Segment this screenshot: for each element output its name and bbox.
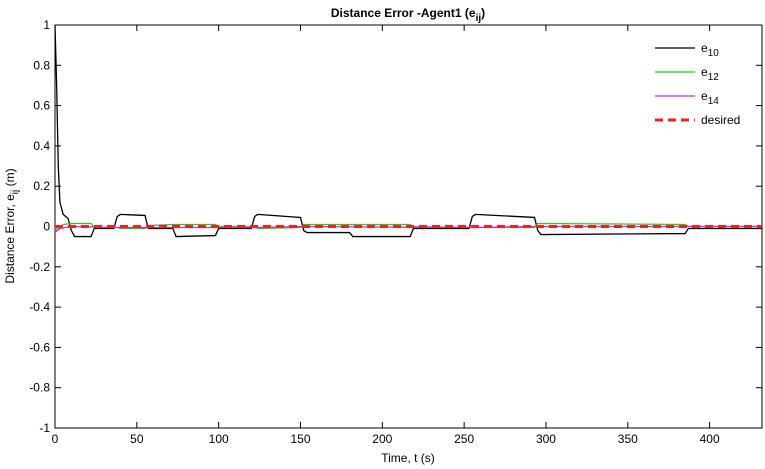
legend-label: e10 bbox=[701, 41, 719, 59]
y-tick-label: -0.6 bbox=[29, 340, 50, 354]
y-tick-label: 1 bbox=[43, 18, 50, 32]
legend-name: e bbox=[701, 89, 708, 103]
title-end: ) bbox=[481, 6, 485, 20]
x-tick-label: 400 bbox=[700, 432, 720, 446]
y-axis-label: Distance Error, eij (m) bbox=[3, 168, 21, 283]
legend-sub: 12 bbox=[708, 72, 720, 83]
y-tick-label: -0.2 bbox=[29, 260, 50, 274]
x-tick-label: 150 bbox=[290, 432, 310, 446]
title-sub: ij bbox=[476, 13, 482, 24]
y-tick-label: 0.6 bbox=[33, 99, 50, 113]
legend-sub: 14 bbox=[708, 96, 720, 107]
chart-title: Distance Error -Agent1 (eij) bbox=[331, 6, 485, 24]
y-tick-label: -0.8 bbox=[29, 381, 50, 395]
x-tick-label: 300 bbox=[536, 432, 556, 446]
legend-label: e12 bbox=[701, 65, 719, 83]
legend-name: e bbox=[701, 65, 708, 79]
ylabel-sub: ij bbox=[10, 190, 21, 194]
y-tick-label: -1 bbox=[39, 421, 50, 435]
x-axis-label: Time, t (s) bbox=[381, 451, 435, 465]
y-tick-label: 0.2 bbox=[33, 179, 50, 193]
x-tick-label: 0 bbox=[52, 432, 59, 446]
x-tick-label: 200 bbox=[372, 432, 392, 446]
legend-sub: 10 bbox=[708, 48, 720, 59]
y-tick-label: 0.4 bbox=[33, 139, 50, 153]
title-text: Distance Error -Agent1 (e bbox=[331, 6, 476, 20]
y-tick-label: 0 bbox=[43, 220, 50, 234]
x-tick-label: 100 bbox=[209, 432, 229, 446]
x-tick-label: 250 bbox=[454, 432, 474, 446]
legend-name: e bbox=[701, 41, 708, 55]
legend-label: desired bbox=[701, 113, 740, 127]
y-tick-label: -0.4 bbox=[29, 300, 50, 314]
x-tick-label: 350 bbox=[618, 432, 638, 446]
series-line bbox=[54, 24, 762, 238]
x-tick-label: 50 bbox=[130, 432, 144, 446]
legend-label: e14 bbox=[701, 89, 719, 107]
y-tick-label: 0.8 bbox=[33, 58, 50, 72]
legend-name: desired bbox=[701, 113, 740, 127]
ylabel-end: (m) bbox=[3, 168, 17, 189]
ylabel-text: Distance Error, e bbox=[3, 194, 17, 284]
